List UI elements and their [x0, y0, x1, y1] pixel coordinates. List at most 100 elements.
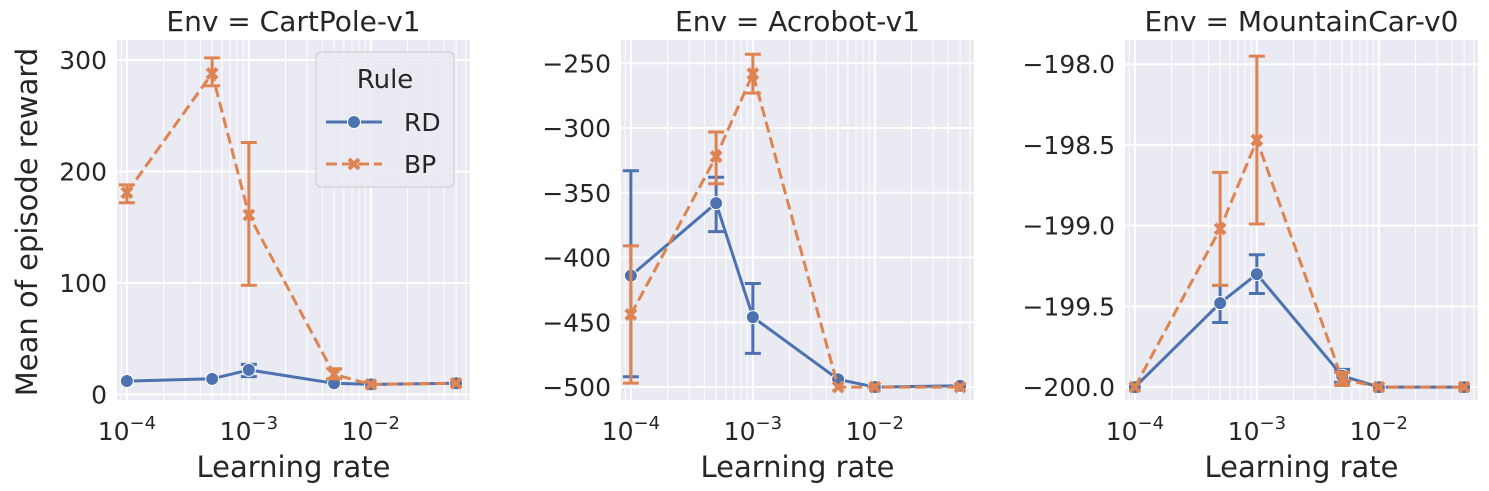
data-point — [868, 380, 882, 394]
data-point — [953, 380, 967, 394]
series-line — [1133, 138, 1465, 389]
x-tick-label: 10−3 — [220, 413, 278, 446]
chart-title: Env = MountainCar-v0 — [1145, 5, 1459, 38]
x-tick-exponent: −2 — [373, 413, 400, 434]
marker-x-stroke — [327, 367, 341, 381]
x-tick-exponent: −4 — [130, 413, 157, 434]
marker-x-stroke — [953, 380, 967, 394]
marker-x-stroke — [242, 208, 256, 222]
y-tick-label: −400 — [542, 244, 611, 273]
series-bp — [622, 52, 967, 394]
marker-x-stroke — [831, 380, 845, 394]
x-tick-base: 10 — [342, 417, 374, 446]
x-axis-label: Learning rate — [196, 450, 390, 484]
y-tick-label: 300 — [59, 46, 107, 75]
y-tick-label: −199.5 — [1022, 292, 1115, 321]
marker-x-stroke — [449, 376, 463, 390]
x-tick-label: 10−2 — [1350, 413, 1408, 446]
data-point — [709, 196, 724, 211]
x-tick-exponent: −4 — [1138, 413, 1165, 434]
y-tick-label: −250 — [542, 49, 611, 78]
data-point — [205, 371, 220, 386]
data-point — [1372, 380, 1386, 394]
legend-box — [315, 51, 455, 188]
legend-title: Rule — [357, 65, 414, 95]
data-point — [709, 150, 723, 163]
data-point — [1213, 296, 1228, 311]
data-point — [1213, 222, 1227, 236]
x-tick-exponent: −2 — [877, 413, 904, 434]
y-tick-label: −200.0 — [1022, 373, 1115, 402]
x-tick-label: 10−3 — [724, 413, 782, 446]
data-point — [1250, 133, 1264, 147]
y-tick-label: 200 — [59, 158, 107, 187]
x-tick-label: 10−4 — [98, 413, 156, 446]
data-point — [745, 310, 760, 325]
x-tick-label: 10−2 — [342, 413, 400, 446]
marker-x-stroke — [1128, 380, 1142, 394]
y-tick-label: −199.0 — [1022, 212, 1115, 241]
data-point — [364, 377, 378, 391]
series-line — [629, 72, 961, 389]
marker-x-stroke — [746, 67, 760, 81]
y-tick-label: −350 — [542, 179, 611, 208]
data-point — [119, 374, 134, 389]
data-point — [746, 67, 760, 81]
marker-x-stroke — [347, 157, 361, 171]
x-tick-base: 10 — [1228, 417, 1260, 446]
x-tick-exponent: −4 — [634, 413, 661, 434]
marker-x-stroke — [709, 150, 723, 163]
x-tick-base: 10 — [98, 417, 130, 446]
y-axis-label: Mean of episode reward — [10, 48, 44, 396]
legend: Rule RD BP — [315, 51, 455, 188]
data-point — [1457, 380, 1471, 394]
x-tick-base: 10 — [846, 417, 878, 446]
plot-background — [621, 40, 974, 400]
x-axis-label: Learning rate — [700, 450, 894, 484]
y-tick-label: −500 — [542, 373, 611, 402]
data-point — [1249, 267, 1264, 282]
data-point — [205, 67, 219, 80]
data-point — [1335, 372, 1349, 386]
data-point — [831, 380, 845, 394]
x-tick-base: 10 — [1106, 417, 1138, 446]
chart-panel-3: 10−4 10−3 10−2−200.0−199.5−199.0−198.5−198… — [1022, 5, 1478, 484]
data-point — [120, 186, 134, 200]
series-bp — [1128, 54, 1471, 394]
marker-x-stroke — [868, 380, 882, 394]
chart-title: Env = Acrobot-v1 — [675, 5, 920, 38]
data-point — [241, 362, 256, 377]
marker-x-stroke — [1335, 372, 1349, 386]
series-bp — [118, 56, 463, 391]
x-tick-base: 10 — [724, 417, 756, 446]
x-tick-label: 10−2 — [846, 413, 904, 446]
x-tick-exponent: −2 — [1381, 413, 1408, 434]
x-tick-exponent: −3 — [251, 413, 278, 434]
legend-marker-rd — [347, 115, 361, 129]
y-tick-label: 100 — [59, 269, 107, 298]
chart-panel-2: 10−4 10−3 10−2−500−450−400−350−300−250Env … — [542, 5, 974, 484]
chart-title: Env = CartPole-v1 — [166, 5, 420, 38]
marker-x-stroke — [120, 186, 134, 200]
marker-x-stroke — [1372, 380, 1386, 394]
x-axis-label: Learning rate — [1204, 450, 1398, 484]
y-tick-label: −198.5 — [1022, 131, 1115, 160]
y-tick-label: −450 — [542, 308, 611, 337]
marker-x-stroke — [1457, 380, 1471, 394]
x-tick-base: 10 — [602, 417, 634, 446]
marker-x-stroke — [205, 67, 219, 80]
data-point — [327, 367, 341, 381]
marker-x-stroke — [1250, 133, 1264, 147]
data-point — [242, 208, 256, 222]
x-tick-base: 10 — [220, 417, 252, 446]
legend-marker-bp — [347, 157, 361, 171]
series-line — [125, 71, 457, 386]
data-point — [624, 308, 638, 321]
legend-label-rd: RD — [404, 108, 441, 137]
marker-x-stroke — [1213, 222, 1227, 236]
marker-x-stroke — [364, 377, 378, 391]
y-tick-label: 0 — [91, 380, 107, 409]
x-tick-base: 10 — [1350, 417, 1382, 446]
